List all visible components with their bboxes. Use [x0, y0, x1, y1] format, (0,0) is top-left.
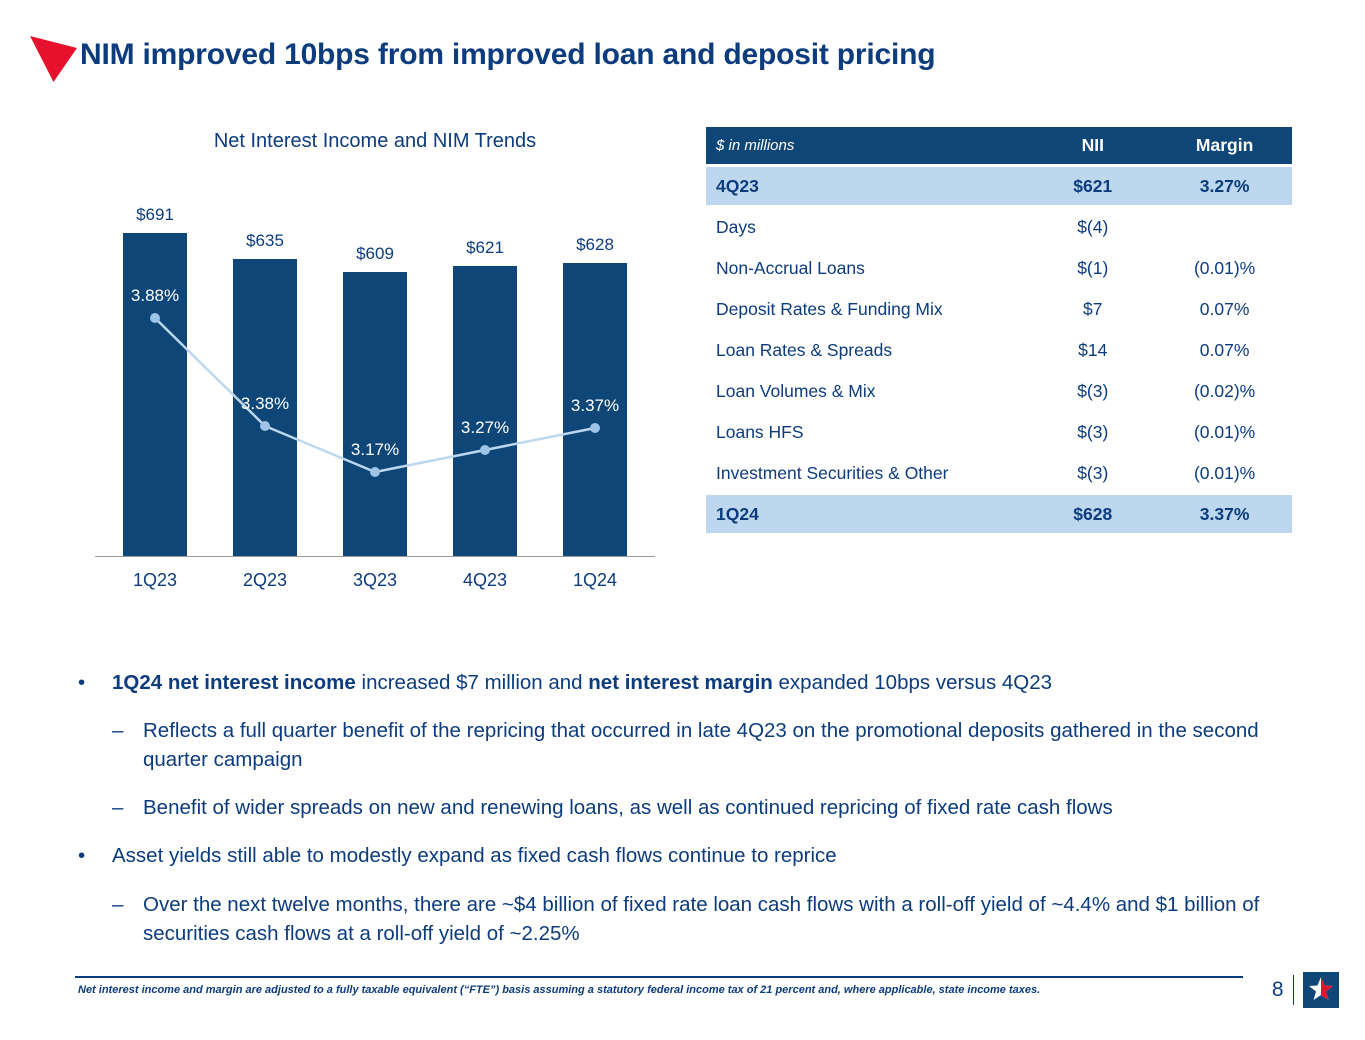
- table-cell-label: Deposit Rates & Funding Mix: [716, 298, 943, 319]
- table-cell-margin: (0.01)%: [1193, 462, 1256, 483]
- nii-bridge-table: $ in millions NII Margin 4Q23 $621 3.27% Da…: [706, 127, 1292, 533]
- nim-point: [590, 423, 600, 433]
- nim-line-layer: [150, 313, 600, 477]
- sub-bullet: – Over the next twelve months, there are …: [112, 890, 1318, 948]
- nii-bar-1q23: [123, 233, 187, 556]
- table-row-deposit-rates-funding-mix: Deposit Rates & Funding Mix $7 0.07%: [706, 290, 1292, 328]
- table-cell-margin: (0.02)%: [1193, 380, 1256, 401]
- x-axis-label: 4Q23: [462, 570, 508, 590]
- nim-point: [150, 313, 160, 323]
- table-row-1q24: 1Q24 $628 3.37%: [706, 495, 1292, 533]
- page-divider: [1292, 975, 1294, 1005]
- table-row-loan-volumes-mix: Loan Volumes & Mix $(3) (0.02)%: [706, 372, 1292, 410]
- table-header-nii: NII: [1081, 135, 1104, 155]
- bullet-marker: •: [78, 671, 86, 694]
- nii-bar-4q23: [453, 266, 517, 556]
- slide-title: NIM improved 10bps from improved loan an…: [80, 38, 936, 71]
- footnote: Net interest income and margin are adjus…: [78, 984, 1041, 996]
- nim-value-label: 3.37%: [570, 396, 620, 415]
- table-cell-margin: 0.07%: [1199, 298, 1250, 319]
- table-row-loans-hfs: Loans HFS $(3) (0.01)%: [706, 413, 1292, 451]
- table-cell-nii: $(3): [1077, 421, 1109, 442]
- commentary-bullets: • 1Q24 net interest income increased $7 m…: [78, 668, 1318, 967]
- bank-logo-icon: [1303, 972, 1339, 1008]
- table-row-investment-securities-other: Investment Securities & Other $(3) (0.01)%: [706, 454, 1292, 492]
- table-row-days: Days $(4): [706, 208, 1292, 246]
- table-row-4q23: 4Q23 $621 3.27%: [706, 167, 1292, 205]
- table-cell-nii: $(4): [1077, 216, 1109, 237]
- footer-rule: [75, 976, 1243, 978]
- table-cell-label: Loan Volumes & Mix: [716, 380, 876, 401]
- table-cell-label: 4Q23: [716, 175, 759, 196]
- nim-value-label: 3.17%: [350, 440, 400, 459]
- bullet: • 1Q24 net interest income increased $7 m…: [78, 668, 1318, 697]
- table-cell-label: Days: [716, 216, 756, 237]
- table-cell-label: Loans HFS: [716, 421, 804, 442]
- table-cell-nii: $628: [1073, 503, 1113, 524]
- table-cell-nii: $621: [1073, 175, 1113, 196]
- table-cell-margin: 0.07%: [1199, 339, 1250, 360]
- nim-value-label: 3.88%: [130, 286, 180, 305]
- x-axis-label: 1Q23: [132, 570, 178, 590]
- bullet-marker: –: [112, 892, 124, 916]
- bullet-text: 1Q24 net interest income increased $7 mi…: [112, 671, 1053, 694]
- bullet-marker: –: [112, 796, 124, 820]
- table-cell-margin: 3.37%: [1199, 503, 1250, 524]
- table-cell-nii: $(1): [1077, 257, 1109, 278]
- table-cell-margin: 3.27%: [1199, 175, 1250, 196]
- chart-plot-area: $691 1Q23 $635 2Q23 $609 3Q23 $621 4Q23 $628 1Q24…: [95, 128, 655, 610]
- table-cell-nii: $(3): [1077, 380, 1109, 401]
- chart-title: Net Interest Income and NIM Trends: [213, 130, 537, 152]
- table-cell-label: Non-Accrual Loans: [716, 257, 865, 278]
- table-header-units: $ in millions: [716, 137, 795, 154]
- table-cell-margin: (0.01)%: [1193, 257, 1256, 278]
- nim-point: [260, 421, 270, 431]
- nim-value-label: 3.27%: [460, 418, 510, 437]
- table-header-row: $ in millions NII Margin: [706, 127, 1292, 164]
- page-footer: 8: [1272, 972, 1339, 1008]
- sub-bullet: – Reflects a full quarter benefit of the …: [112, 716, 1318, 774]
- bullet-marker: –: [112, 719, 124, 743]
- bullet: • Asset yields still able to modestly exp…: [78, 841, 1318, 870]
- table-header-margin: Margin: [1195, 135, 1254, 155]
- nii-value-label: $621: [466, 238, 504, 257]
- nii-nim-chart: Net Interest Income and NIM Trends $691 1…: [95, 128, 655, 610]
- x-axis: [95, 556, 655, 557]
- bullet-text: Asset yields still able to modestly expa…: [112, 844, 837, 868]
- nii-bar-1q24: [563, 263, 627, 556]
- bullet-marker: •: [78, 844, 86, 868]
- table-cell-label: Investment Securities & Other: [716, 462, 949, 483]
- table-body: 4Q23 $621 3.27% Days $(4) Non-Accrual Loans $(…: [706, 167, 1292, 533]
- table-cell-nii: $14: [1078, 339, 1108, 360]
- nii-bar-2q23: [233, 259, 297, 556]
- nii-value-label: $635: [246, 231, 284, 250]
- x-axis-label: 3Q23: [352, 570, 398, 590]
- page-number: 8: [1271, 978, 1284, 1001]
- x-axis-label: 2Q23: [242, 570, 288, 590]
- sub-bullet: – Benefit of wider spreads on new and ren…: [112, 793, 1318, 822]
- table-cell-label: Loan Rates & Spreads: [716, 339, 893, 360]
- bullet-text: Benefit of wider spreads on new and rene…: [143, 796, 1113, 820]
- nii-bar-3q23: [343, 272, 407, 556]
- table-cell-nii: $(3): [1077, 462, 1109, 483]
- accent-triangle: [30, 36, 77, 82]
- table-cell-margin: (0.01)%: [1193, 421, 1256, 442]
- nii-value-label: $691: [136, 205, 174, 224]
- table-row-non-accrual-loans: Non-Accrual Loans $(1) (0.01)%: [706, 249, 1292, 287]
- bullet-text: Reflects a full quarter benefit of the r…: [143, 719, 1259, 772]
- table-cell-nii: $7: [1083, 298, 1103, 319]
- bullet-text: Over the next twelve months, there are ~…: [143, 892, 1260, 945]
- table-row-loan-rates-spreads: Loan Rates & Spreads $14 0.07%: [706, 331, 1292, 369]
- nim-point: [480, 445, 490, 455]
- nim-value-label: 3.38%: [240, 394, 290, 413]
- nii-value-label: $628: [576, 235, 614, 254]
- nii-value-label: $609: [356, 244, 394, 263]
- table-cell-label: 1Q24: [716, 503, 759, 524]
- nim-point: [370, 467, 380, 477]
- x-axis-label: 1Q24: [572, 570, 618, 590]
